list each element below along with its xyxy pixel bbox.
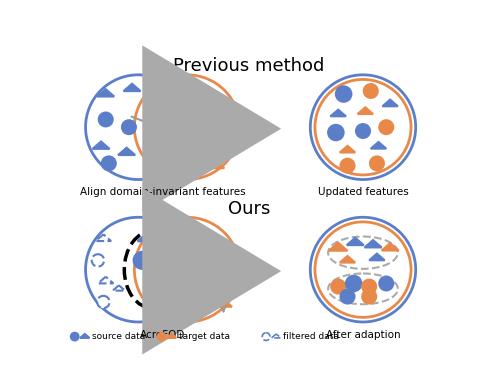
Circle shape (362, 290, 376, 303)
Polygon shape (148, 142, 163, 149)
Polygon shape (340, 256, 355, 262)
Circle shape (162, 124, 176, 138)
Polygon shape (369, 254, 385, 260)
Text: After adaption: After adaption (326, 330, 400, 340)
Polygon shape (184, 232, 204, 240)
Polygon shape (371, 142, 386, 149)
Polygon shape (206, 273, 223, 280)
Polygon shape (113, 285, 125, 291)
Polygon shape (92, 142, 109, 149)
Polygon shape (347, 238, 364, 245)
Circle shape (331, 279, 345, 293)
Circle shape (86, 217, 191, 322)
Polygon shape (364, 240, 382, 247)
Text: source data: source data (92, 332, 145, 341)
Circle shape (310, 75, 416, 179)
Circle shape (341, 290, 354, 303)
Polygon shape (382, 243, 399, 251)
Polygon shape (97, 89, 114, 96)
Polygon shape (330, 110, 346, 116)
Polygon shape (340, 146, 355, 152)
Circle shape (159, 260, 176, 276)
Polygon shape (207, 161, 224, 168)
Circle shape (341, 159, 354, 173)
Circle shape (336, 86, 351, 102)
Circle shape (122, 120, 136, 134)
Circle shape (157, 333, 165, 340)
Text: Updated features: Updated features (318, 187, 408, 197)
Circle shape (102, 156, 116, 170)
Circle shape (209, 100, 223, 113)
Circle shape (364, 84, 378, 98)
Circle shape (362, 279, 376, 293)
Polygon shape (329, 243, 347, 251)
Circle shape (379, 276, 393, 290)
Circle shape (379, 120, 393, 134)
Text: Ours: Ours (228, 200, 270, 218)
Circle shape (71, 333, 79, 340)
Polygon shape (138, 234, 155, 241)
Polygon shape (98, 277, 113, 283)
Circle shape (315, 80, 411, 175)
Polygon shape (80, 334, 89, 338)
Circle shape (262, 333, 270, 340)
Polygon shape (203, 132, 220, 140)
Circle shape (370, 156, 384, 170)
Circle shape (197, 293, 211, 307)
Circle shape (134, 75, 240, 179)
Circle shape (134, 217, 240, 322)
Polygon shape (382, 100, 398, 106)
Polygon shape (185, 81, 203, 89)
Polygon shape (167, 334, 176, 338)
Circle shape (356, 124, 370, 138)
Circle shape (346, 276, 362, 291)
Text: Previous method: Previous method (174, 57, 325, 75)
Polygon shape (358, 107, 373, 114)
Circle shape (99, 113, 113, 126)
Text: target data: target data (178, 332, 229, 341)
Circle shape (153, 109, 167, 122)
Circle shape (169, 274, 182, 288)
Circle shape (86, 75, 191, 179)
Polygon shape (96, 234, 111, 241)
Circle shape (134, 252, 151, 269)
Polygon shape (146, 292, 161, 299)
Text: filtered data: filtered data (283, 332, 339, 341)
Circle shape (310, 217, 416, 322)
Polygon shape (272, 334, 281, 338)
Text: Align domain-invariant features: Align domain-invariant features (80, 187, 246, 197)
Circle shape (208, 247, 224, 262)
Polygon shape (118, 148, 135, 155)
Circle shape (97, 296, 109, 308)
Circle shape (315, 222, 411, 317)
Circle shape (187, 153, 201, 167)
Text: AcroFOD: AcroFOD (140, 330, 186, 340)
Circle shape (92, 254, 104, 267)
Polygon shape (123, 84, 140, 91)
Circle shape (328, 125, 344, 140)
Polygon shape (215, 300, 232, 307)
